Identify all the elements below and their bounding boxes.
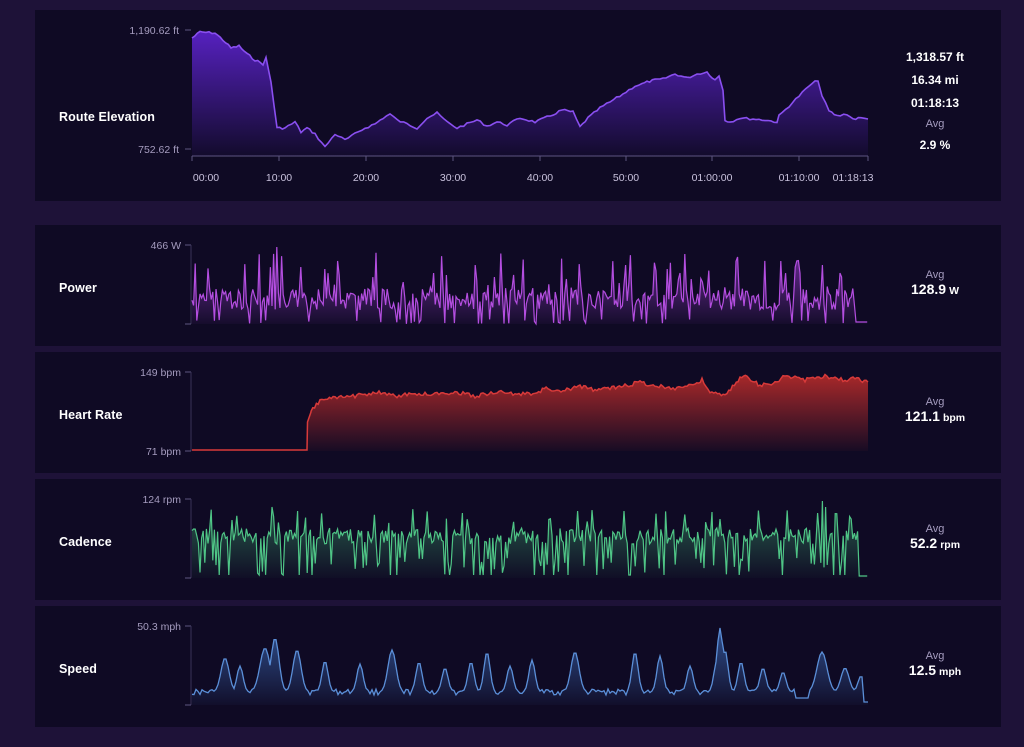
power-panel: Power 466 W Avg 128.9 W <box>35 225 1001 346</box>
elevation-x-tick-label: 30:00 <box>440 172 466 184</box>
elevation-x-tick-label: 40:00 <box>527 172 553 184</box>
cadence-y-max-label: 124 rpm <box>142 494 181 506</box>
elevation-chart[interactable]: 1,190.62 ft 752.62 ft 00:00 10:00 20:00 30:… <box>35 10 1001 201</box>
power-line <box>191 246 868 326</box>
heart-rate-chart[interactable]: 149 bpm 71 bpm <box>35 352 1001 473</box>
heart-rate-y-min-label: 71 bpm <box>146 446 181 458</box>
elevation-x-tick-label: 01:00:00 <box>692 172 733 184</box>
power-avg-value: 128.9 <box>911 281 947 297</box>
cadence-line <box>191 500 868 577</box>
elevation-y-max-label: 1,190.62 ft <box>129 25 179 37</box>
heart-rate-panel: Heart Rate 149 bpm 71 bpm Avg 121.1 bpm <box>35 352 1001 473</box>
heart-rate-stats: Avg 121.1 bpm <box>875 396 995 426</box>
speed-avg-label: Avg <box>925 650 945 662</box>
elevation-x-tick-label: 20:00 <box>353 172 379 184</box>
speed-chart[interactable]: 50.3 mph <box>35 606 1001 727</box>
power-avg-label: Avg <box>925 269 945 281</box>
elevation-x-tick-label: 00:00 <box>193 172 219 184</box>
speed-title: Speed <box>59 662 98 676</box>
elevation-x-tick-label: 10:00 <box>266 172 292 184</box>
elevation-title: Route Elevation <box>59 110 155 124</box>
elevation-stats: 1,318.57 ft 16.34 mi 01:18:13 Avg 2.9 % <box>875 50 995 152</box>
cadence-avg-value: 52.2 <box>909 535 938 551</box>
elevation-x-ticks: 00:00 10:00 20:00 30:00 40:00 50:00 01:00:00 01… <box>191 156 874 184</box>
elevation-y-min-label: 752.62 ft <box>138 144 179 156</box>
speed-y-max-label: 50.3 mph <box>137 621 181 633</box>
elevation-x-tick-label: 50:00 <box>613 172 639 184</box>
heart-rate-avg-label: Avg <box>925 396 945 408</box>
elevation-panel: Route Elevation 1,190.62 ft 752.62 ft 00… <box>35 10 1001 201</box>
heart-rate-title: Heart Rate <box>59 408 123 422</box>
heart-rate-avg-value: 121.1 <box>904 408 940 424</box>
elevation-x-tick-label: 01:10:00 <box>779 172 820 184</box>
speed-panel: Speed 50.3 mph Avg 12.5 mph <box>35 606 1001 727</box>
speed-avg-unit: mph <box>939 666 962 678</box>
heart-rate-area <box>192 374 868 451</box>
elevation-avg-label: Avg <box>925 118 945 130</box>
cadence-chart[interactable]: 124 rpm <box>35 479 1001 600</box>
cadence-title: Cadence <box>59 535 112 549</box>
cadence-panel: Cadence 124 rpm Avg 52.2 rpm <box>35 479 1001 600</box>
power-avg-unit: W <box>949 285 959 297</box>
cadence-stats: Avg 52.2 rpm <box>875 523 995 553</box>
cadence-avg-label: Avg <box>925 523 945 535</box>
elevation-avg-grade: 2.9 % <box>919 138 951 152</box>
elevation-distance: 16.34 mi <box>911 73 959 87</box>
elevation-area <box>192 31 868 156</box>
cadence-area <box>192 501 868 578</box>
power-y-max-label: 466 W <box>151 240 181 252</box>
power-title: Power <box>59 281 98 295</box>
elevation-x-tick-label: 01:18:13 <box>833 172 874 184</box>
heart-rate-y-max-label: 149 bpm <box>140 367 181 379</box>
speed-stats: Avg 12.5 mph <box>875 650 995 680</box>
elevation-gain: 1,318.57 ft <box>905 50 965 64</box>
elevation-duration: 01:18:13 <box>910 96 960 110</box>
elevation-line <box>191 30 869 148</box>
heart-rate-line <box>192 373 869 451</box>
speed-avg-value: 12.5 <box>908 662 937 678</box>
speed-line <box>191 627 868 703</box>
cadence-avg-unit: rpm <box>940 539 961 551</box>
power-chart[interactable]: 466 W <box>35 225 1001 346</box>
power-stats: Avg 128.9 W <box>875 269 995 299</box>
heart-rate-avg-unit: bpm <box>942 412 966 424</box>
